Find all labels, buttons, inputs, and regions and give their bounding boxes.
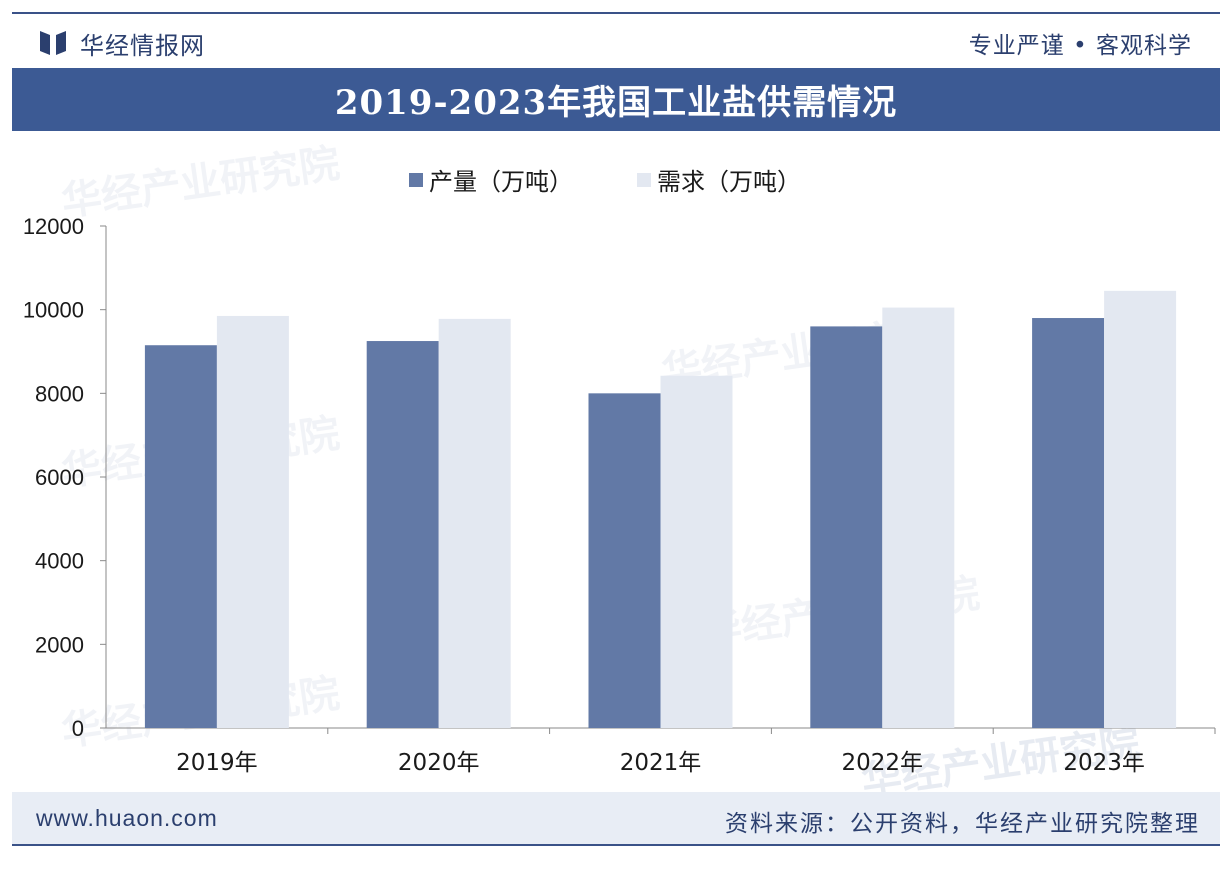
top-divider (12, 12, 1220, 14)
bar-production (810, 326, 883, 728)
y-tick-label: 12000 (23, 214, 84, 239)
y-tick-label: 2000 (35, 632, 84, 657)
x-tick-label: 2019年 (176, 750, 258, 776)
x-tick-label: 2021年 (620, 750, 702, 776)
bar-demand (216, 315, 289, 728)
y-tick-label: 8000 (35, 381, 84, 406)
slogan: 专业严谨 • 客观科学 (968, 33, 1192, 59)
legend-label: 需求（万吨） (657, 168, 801, 196)
y-tick-label: 4000 (35, 549, 84, 574)
title-bar: 2019-2023年我国工业盐供需情况 (12, 68, 1220, 131)
legend-label: 产量（万吨） (429, 168, 573, 196)
chart-title: 2019-2023年我国工业盐供需情况 (334, 83, 898, 123)
bar-production (1032, 318, 1105, 728)
bar-demand (882, 307, 955, 728)
x-tick-label: 2020年 (398, 750, 480, 776)
legend-swatch (637, 173, 651, 187)
footer-source: 资料来源：公开资料，华经产业研究院整理 (725, 811, 1200, 837)
bar-production (588, 393, 661, 728)
brand-logo-icon (40, 31, 66, 55)
bar-production (144, 345, 217, 728)
bar-demand (438, 318, 511, 728)
bar-demand (660, 375, 733, 728)
bar-demand (1104, 290, 1177, 728)
y-tick-label: 0 (72, 716, 84, 741)
legend-swatch (409, 173, 423, 187)
footer: www.huaon.com 资料来源：公开资料，华经产业研究院整理 (12, 792, 1220, 846)
x-tick-label: 2022年 (842, 750, 924, 776)
bar-production (366, 341, 439, 728)
footer-url[interactable]: www.huaon.com (36, 805, 218, 831)
y-tick-label: 6000 (35, 465, 84, 490)
brand-name: 华经情报网 (80, 31, 205, 60)
y-tick-label: 10000 (23, 298, 84, 323)
x-tick-label: 2023年 (1063, 750, 1145, 776)
brand: 华经情报网 (38, 26, 205, 60)
